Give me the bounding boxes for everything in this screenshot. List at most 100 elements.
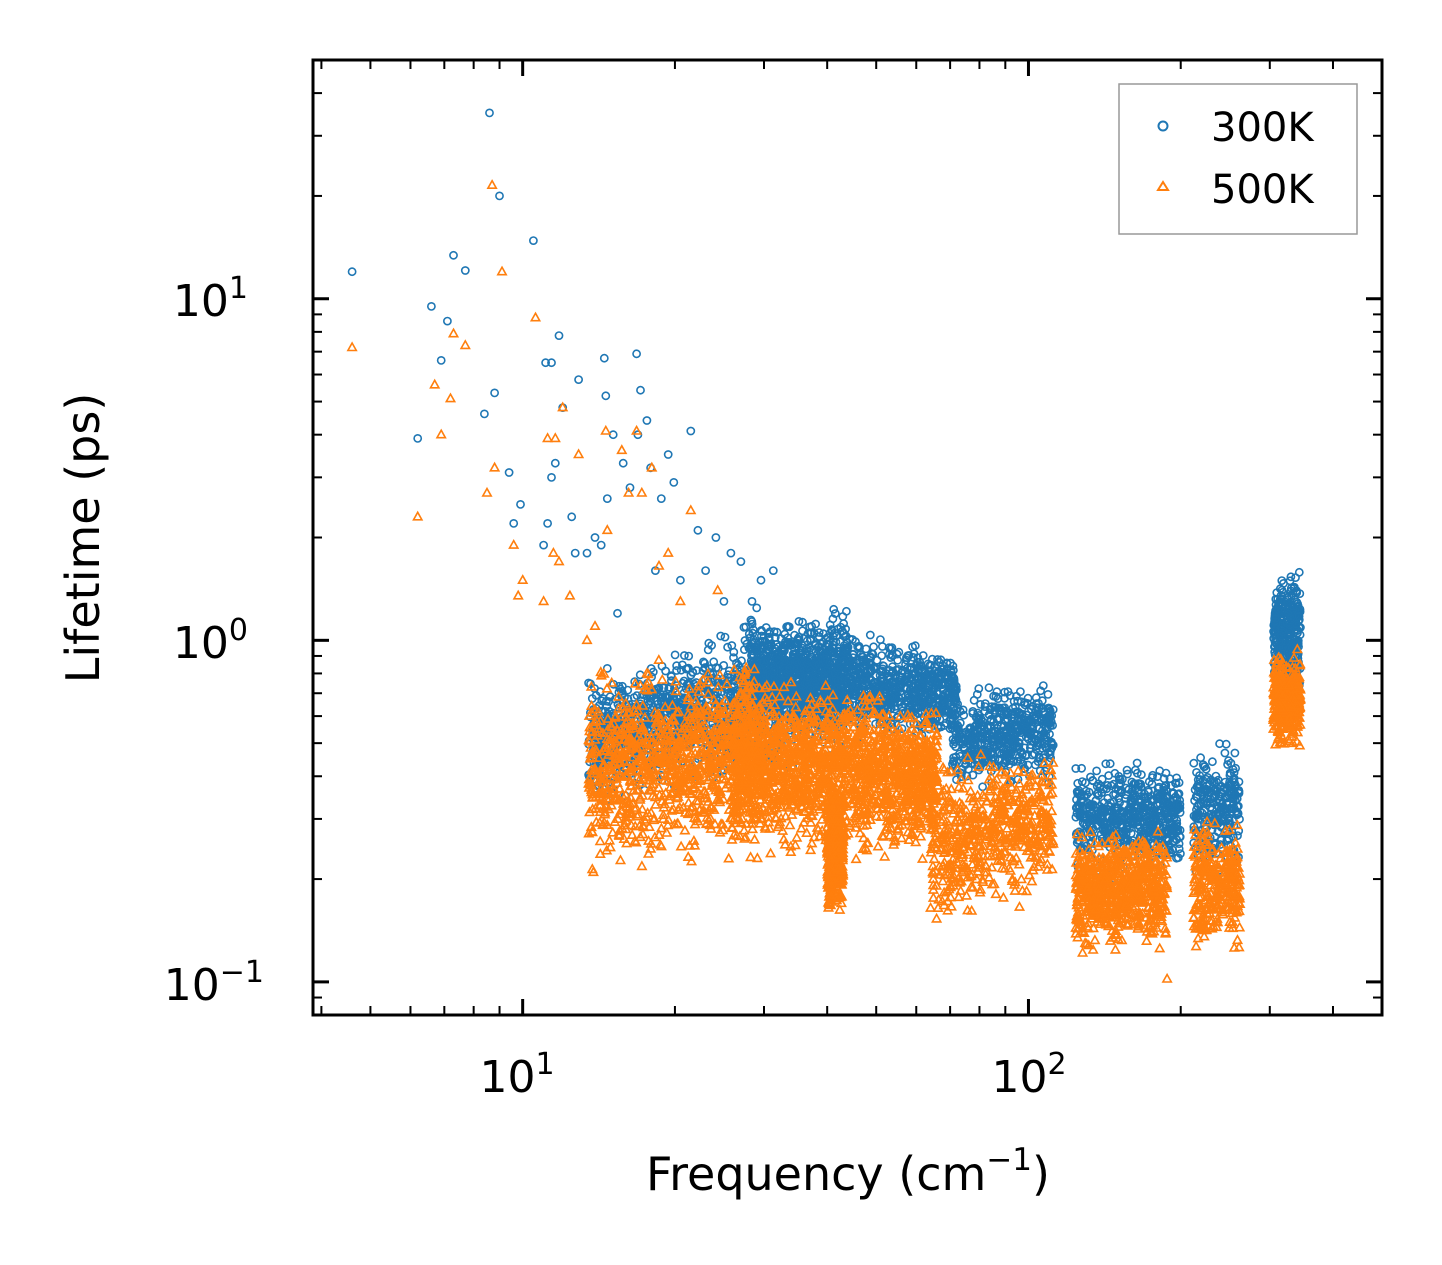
point-300k (748, 625, 758, 635)
point-300k (1021, 715, 1031, 725)
point-300k (794, 676, 803, 686)
point-300k (948, 713, 958, 723)
point-300k (887, 643, 897, 652)
point-500k (656, 673, 668, 684)
point-300k (1000, 693, 1009, 703)
point-300k (842, 643, 852, 653)
point-300k (841, 631, 851, 641)
point-300k (805, 664, 815, 674)
point-300k (857, 652, 867, 661)
point-300k (664, 684, 673, 694)
point-300k (1132, 758, 1142, 768)
point-300k (909, 649, 919, 659)
point-300k (623, 685, 633, 695)
point-300k (925, 676, 934, 686)
point-300k (567, 512, 577, 522)
point-300k (830, 628, 840, 638)
point-300k (933, 655, 942, 664)
point-300k (803, 629, 813, 638)
point-300k (752, 648, 762, 657)
point-300k (946, 670, 956, 680)
point-300k (810, 677, 820, 686)
point-300k (992, 687, 1002, 697)
point-300k (436, 355, 446, 365)
point-300k (798, 617, 807, 627)
point-300k (842, 606, 851, 616)
point-300k (869, 664, 879, 674)
point-300k (599, 353, 609, 363)
point-300k (784, 622, 794, 632)
point-300k (1003, 687, 1013, 696)
point-300k (596, 540, 606, 550)
point-300k (879, 685, 889, 694)
point-300k (737, 656, 746, 666)
point-300k (807, 653, 816, 662)
point-300k (570, 548, 580, 558)
point-300k (719, 597, 729, 606)
point-300k (529, 236, 538, 245)
point-300k (720, 632, 730, 642)
point-300k (479, 409, 489, 419)
point-300k (792, 657, 802, 667)
point-300k (1208, 757, 1217, 767)
point-300k (684, 651, 694, 661)
point-300k (636, 385, 645, 395)
point-300k (833, 676, 843, 686)
point-300k (693, 525, 703, 535)
point-300k (888, 676, 897, 686)
point-300k (908, 653, 918, 662)
point-300k (836, 622, 846, 632)
point-300k (670, 650, 680, 660)
point-300k (605, 706, 614, 716)
point-300k (989, 741, 998, 751)
point-300k (739, 622, 749, 632)
point-300k (680, 651, 689, 660)
point-300k (895, 684, 905, 693)
point-300k (986, 755, 996, 764)
point-300k (1020, 764, 1030, 774)
point-300k (910, 641, 920, 651)
point-300k (590, 533, 600, 542)
point-300k (879, 661, 888, 671)
point-300k (894, 647, 904, 657)
point-300k (509, 519, 519, 528)
point-300k (897, 724, 907, 733)
point-300k (1196, 753, 1205, 763)
point-300k (642, 416, 652, 425)
point-300k (913, 673, 922, 683)
point-300k (550, 458, 560, 468)
point-300k (939, 684, 948, 694)
point-300k (974, 684, 984, 693)
point-300k (701, 566, 710, 575)
point-300k (811, 619, 820, 629)
point-300k (865, 630, 875, 640)
point-300k (888, 687, 897, 697)
point-300k (911, 696, 920, 705)
point-300k (442, 316, 452, 326)
point-300k (811, 639, 820, 648)
point-300k (840, 632, 850, 642)
point-300k (969, 750, 978, 760)
point-300k (591, 690, 601, 700)
point-300k (921, 668, 930, 678)
point-300k (871, 686, 880, 696)
point-300k (885, 692, 895, 702)
point-300k (938, 665, 947, 675)
point-500k (642, 847, 655, 858)
point-300k (672, 666, 681, 675)
point-300k (460, 266, 470, 275)
point-300k (659, 683, 669, 693)
point-300k (976, 700, 985, 709)
point-300k (845, 683, 855, 692)
point-300k (763, 656, 773, 665)
point-300k (669, 477, 679, 487)
point-300k (914, 690, 924, 700)
point-300k (543, 519, 552, 528)
point-500k (675, 840, 687, 851)
point-300k (1189, 758, 1199, 768)
point-300k (716, 631, 726, 641)
point-300k (814, 660, 824, 669)
point-300k (902, 663, 912, 673)
point-300k (601, 391, 611, 401)
point-300k (772, 655, 781, 664)
